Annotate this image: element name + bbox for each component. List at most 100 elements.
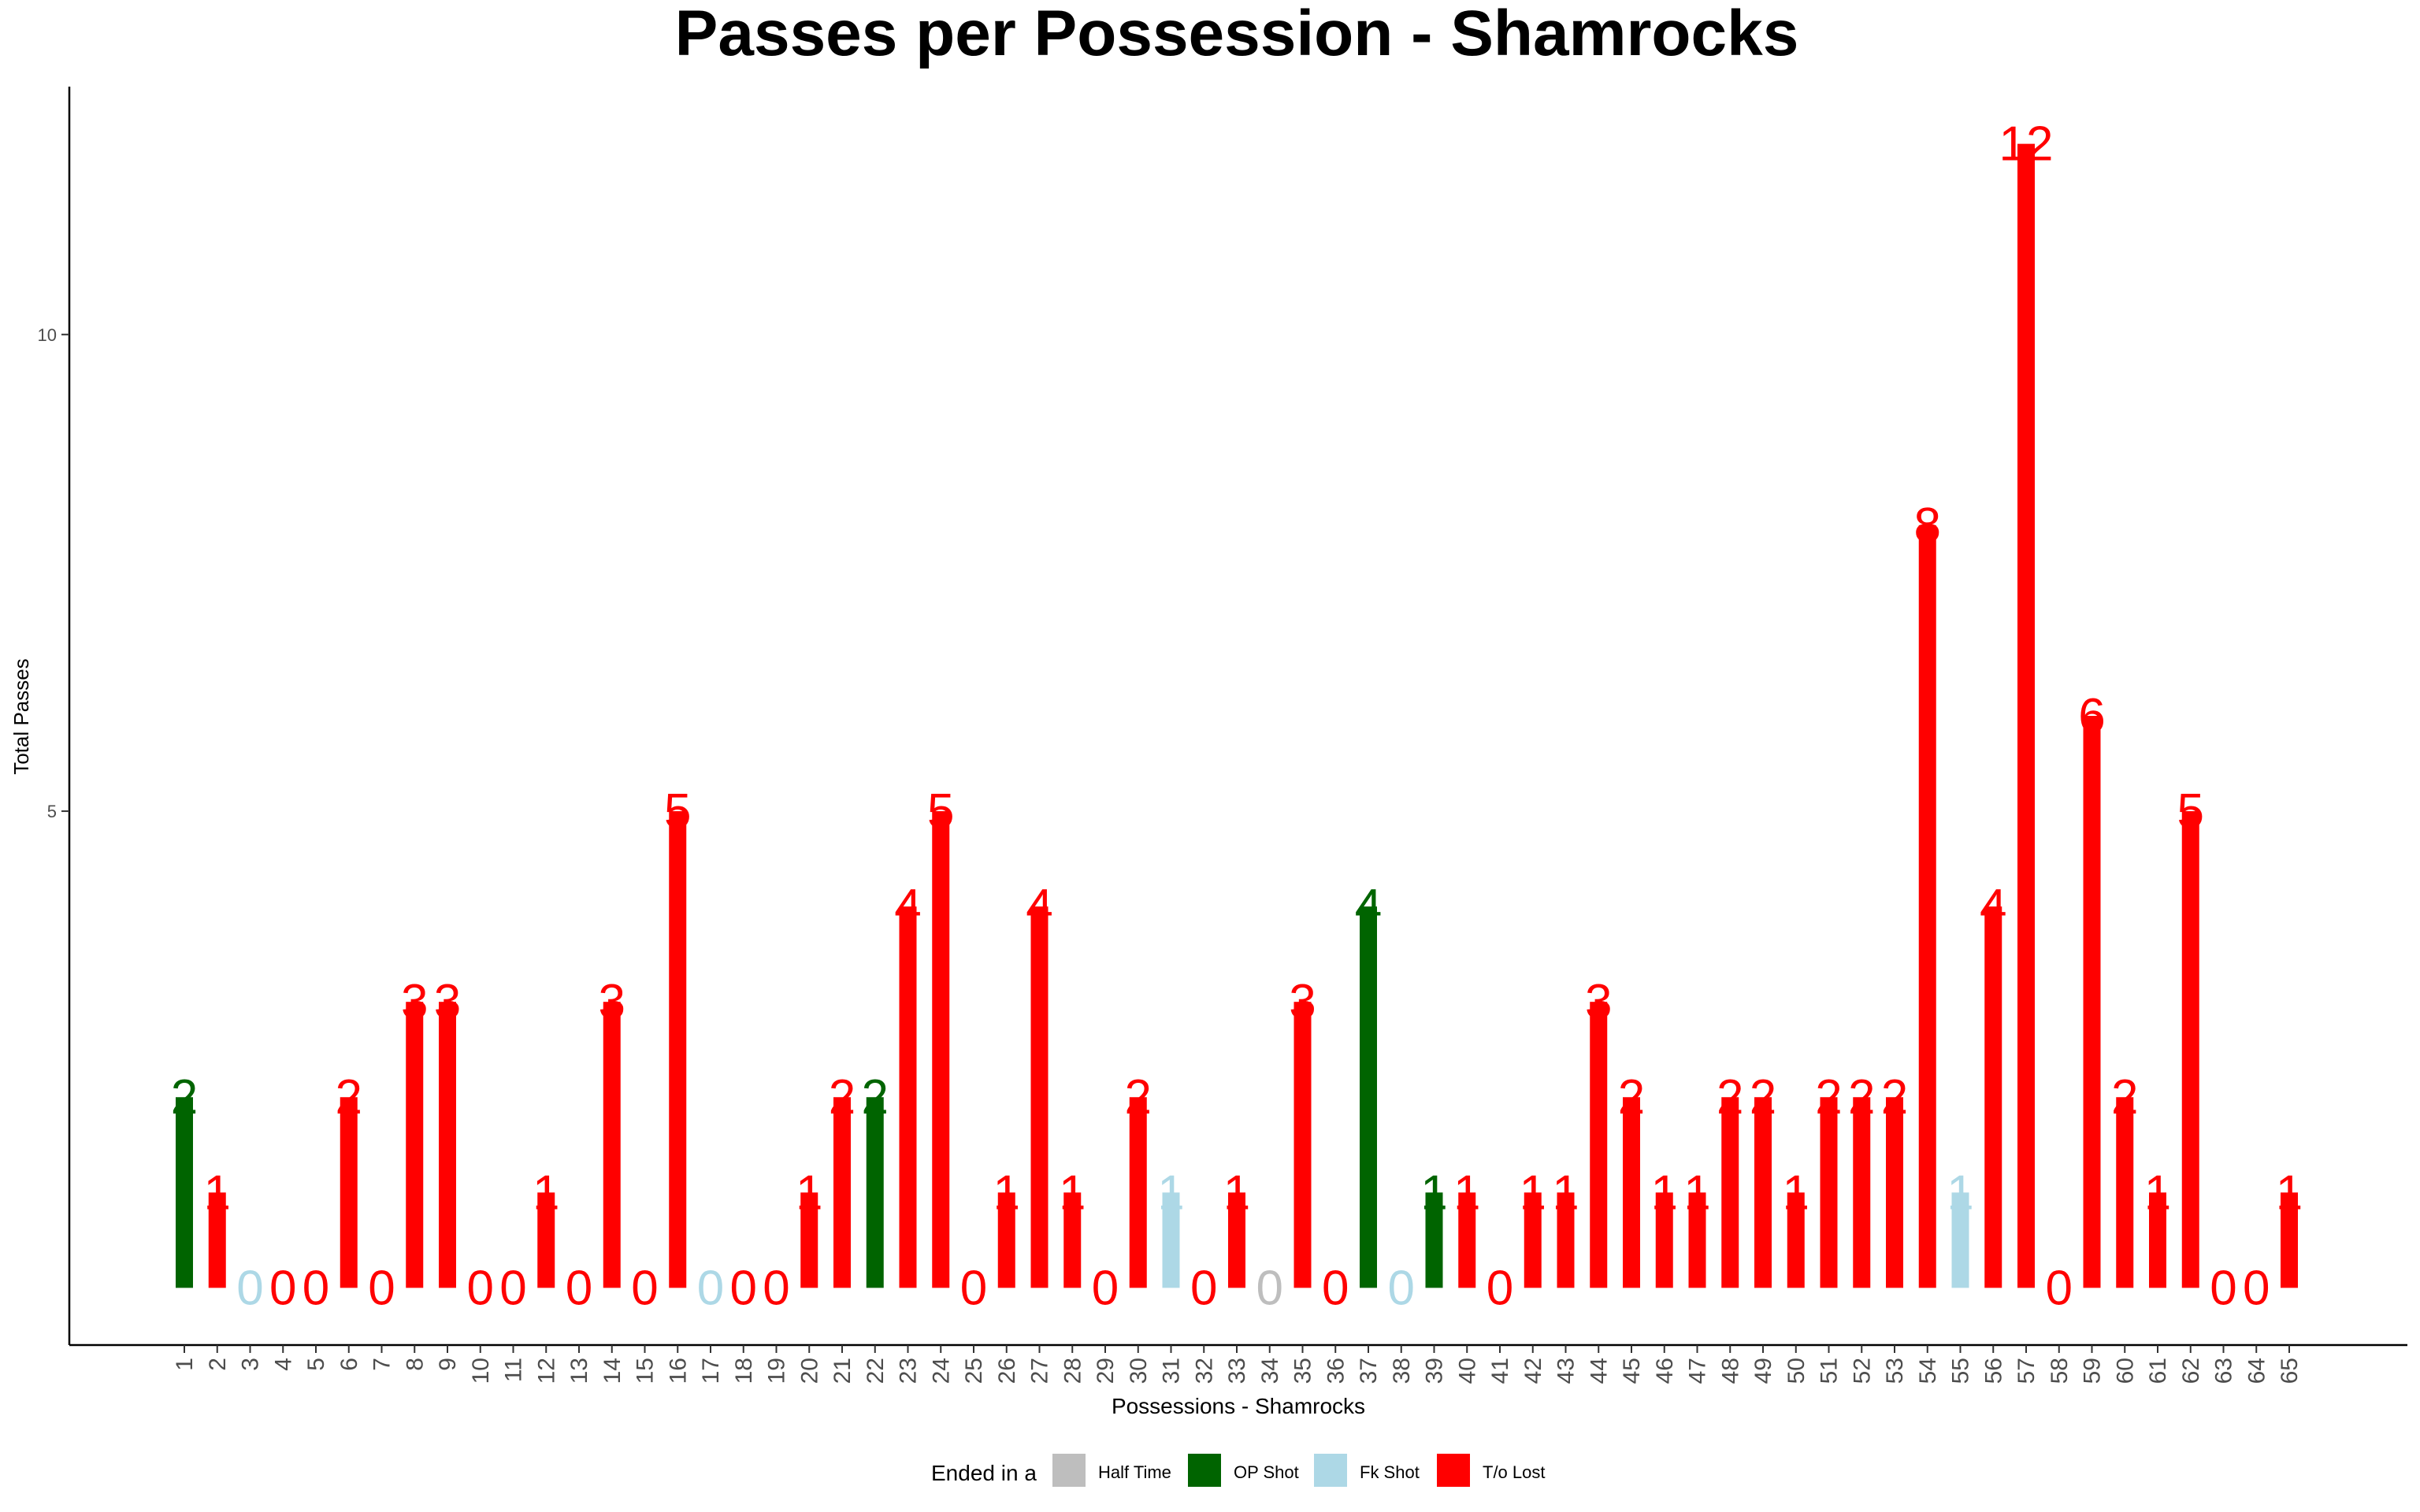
bar-value-label: 0	[960, 1261, 987, 1315]
bar-value-label: 2	[1848, 1070, 1875, 1125]
bar-value-label: 0	[2046, 1261, 2073, 1315]
bar-20	[800, 1192, 818, 1288]
bar-value-label: 2	[1125, 1070, 1152, 1125]
bar-57	[2017, 143, 2035, 1288]
x-tick-label: 15	[633, 1358, 659, 1384]
x-tick-label: 7	[369, 1358, 395, 1371]
bar-value-label: 0	[2243, 1261, 2270, 1315]
bar-value-label: 2	[171, 1070, 198, 1125]
x-tick-label: 13	[566, 1358, 592, 1384]
x-tick-label: 20	[796, 1358, 822, 1384]
x-tick-label: 40	[1454, 1358, 1480, 1384]
bar-43	[1557, 1192, 1575, 1288]
bar-value-label: 8	[1914, 498, 1941, 553]
x-tick-label: 53	[1882, 1358, 1908, 1384]
x-axis-ticks: 1 2 3 4 5 6 7 8 9 10 11 12 13 14 15 16 17 18 19 20 21 22 23 24 2…	[172, 1345, 2303, 1384]
bar-50	[1787, 1192, 1805, 1288]
bar-39	[1425, 1192, 1443, 1288]
bar-value-label: 5	[2177, 784, 2204, 839]
bar-value-label: 0	[631, 1261, 658, 1315]
bar-61	[2149, 1192, 2166, 1288]
x-tick-label: 17	[698, 1358, 724, 1384]
x-tick-label: 33	[1224, 1358, 1250, 1384]
bar-value-label: 0	[1256, 1261, 1283, 1315]
x-tick-label: 47	[1685, 1358, 1711, 1384]
bar-value-label: 1	[1453, 1166, 1480, 1220]
bar-21	[833, 1097, 851, 1288]
bar-value-label: 3	[1585, 975, 1612, 1029]
bar-value-label: 0	[269, 1261, 296, 1315]
bar-value-label: 1	[796, 1166, 822, 1220]
x-tick-label: 18	[731, 1358, 757, 1384]
bar-value-label: 1	[2276, 1166, 2303, 1220]
x-tick-label: 39	[1422, 1358, 1448, 1384]
bar-value-label: 2	[829, 1070, 856, 1125]
x-tick-label: 51	[1817, 1358, 1843, 1384]
x-tick-label: 27	[1027, 1358, 1053, 1384]
bar-55	[1951, 1192, 1969, 1288]
x-tick-label: 24	[928, 1358, 954, 1384]
bar-value-label: 3	[599, 975, 625, 1029]
bar-24	[932, 811, 950, 1288]
x-tick-label: 65	[2277, 1358, 2303, 1384]
bar-value-label: 1	[1059, 1166, 1086, 1220]
x-tick-label: 61	[2145, 1358, 2171, 1384]
x-tick-label: 29	[1093, 1358, 1119, 1384]
bar-value-label: 2	[1717, 1070, 1743, 1125]
bar-33	[1228, 1192, 1245, 1288]
bar-40	[1458, 1192, 1476, 1288]
bar-6	[340, 1097, 358, 1288]
legend-label-op_shot: OP Shot	[1234, 1462, 1299, 1482]
x-tick-label: 6	[336, 1358, 362, 1371]
x-tick-label: 49	[1750, 1358, 1776, 1384]
x-tick-label: 32	[1191, 1358, 1217, 1384]
bar-value-label: 1	[2144, 1166, 2171, 1220]
bar-47	[1688, 1192, 1706, 1288]
bar-60	[2116, 1097, 2134, 1288]
x-tick-label: 54	[1915, 1358, 1941, 1384]
x-tick-label: 11	[501, 1358, 527, 1382]
bar-value-label: 5	[927, 784, 954, 839]
bar-65	[2281, 1192, 2298, 1288]
x-tick-label: 16	[665, 1358, 691, 1384]
x-tick-label: 14	[599, 1358, 625, 1384]
x-tick-label: 2	[205, 1358, 231, 1371]
bar-48	[1721, 1097, 1739, 1288]
chart-title: Passes per Possession - Shamrocks	[675, 0, 1799, 69]
x-tick-label: 3	[238, 1358, 264, 1371]
x-tick-label: 63	[2211, 1358, 2237, 1384]
y-tick-label: 10	[38, 325, 57, 345]
bar-value-label: 4	[1026, 880, 1052, 934]
bar-value-label: 2	[336, 1070, 362, 1125]
legend-label-to_lost: T/o Lost	[1483, 1462, 1545, 1482]
bar-value-label: 1	[993, 1166, 1020, 1220]
bar-23	[899, 906, 917, 1288]
bar-value-label: 0	[467, 1261, 494, 1315]
legend-swatch-fk_shot	[1314, 1454, 1347, 1487]
bar-value-label: 1	[1651, 1166, 1678, 1220]
bar-value-label: 6	[2078, 689, 2105, 743]
bar-value-label: 0	[763, 1261, 789, 1315]
bar-value-label: 2	[1881, 1070, 1908, 1125]
bar-value-label: 3	[401, 975, 428, 1029]
x-tick-label: 37	[1356, 1358, 1382, 1384]
x-tick-label: 12	[533, 1358, 559, 1384]
bar-value-label: 0	[302, 1261, 329, 1315]
x-tick-label: 57	[2014, 1358, 2040, 1384]
bar-9	[439, 1002, 456, 1288]
bar-12	[537, 1192, 555, 1288]
bar-value-label: 1	[1552, 1166, 1579, 1220]
bar-value-label: 1	[1223, 1166, 1250, 1220]
x-axis-title: Possessions - Shamrocks	[1112, 1394, 1365, 1418]
bar-value-label: 1	[1947, 1166, 1973, 1220]
bar-8	[406, 1002, 424, 1288]
x-tick-label: 26	[994, 1358, 1020, 1384]
bar-59	[2083, 716, 2101, 1288]
bar-49	[1754, 1097, 1772, 1288]
x-tick-label: 21	[830, 1358, 856, 1384]
bar-26	[997, 1192, 1015, 1288]
legend-label-half_time: Half Time	[1098, 1462, 1171, 1482]
x-tick-label: 46	[1652, 1358, 1678, 1384]
bar-value-label: 1	[1420, 1166, 1447, 1220]
